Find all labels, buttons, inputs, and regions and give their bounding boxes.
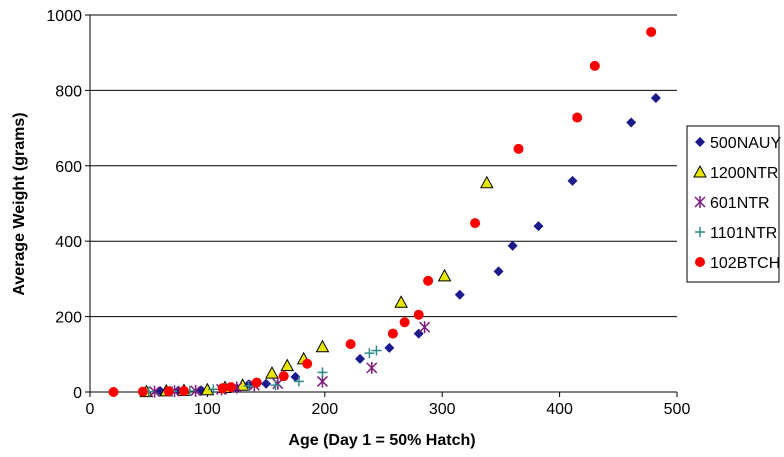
data-point bbox=[261, 378, 272, 389]
y-tick-label: 200 bbox=[55, 310, 82, 327]
legend-marker-500NAUY bbox=[695, 137, 705, 147]
data-point bbox=[533, 221, 544, 232]
legend-marker-1101NTR bbox=[695, 227, 705, 237]
data-point bbox=[137, 386, 148, 397]
data-point bbox=[364, 348, 375, 359]
series-102BTCH bbox=[108, 26, 657, 397]
data-point bbox=[345, 339, 356, 350]
data-point bbox=[163, 386, 174, 397]
legend-label: 601NTR bbox=[710, 195, 770, 212]
data-point bbox=[567, 175, 578, 186]
legend-marker-601NTR bbox=[694, 196, 706, 208]
data-point bbox=[479, 175, 494, 189]
x-tick-label: 200 bbox=[311, 401, 338, 418]
data-point bbox=[317, 367, 328, 378]
legend-marker-1200NTR bbox=[693, 164, 707, 178]
data-point bbox=[149, 385, 161, 398]
y-tick-label: 600 bbox=[55, 159, 82, 176]
data-point bbox=[265, 366, 279, 379]
data-point bbox=[217, 383, 228, 394]
data-points bbox=[108, 26, 661, 398]
data-point bbox=[355, 353, 366, 364]
plot-area bbox=[89, 15, 677, 393]
data-point bbox=[316, 375, 328, 388]
data-point bbox=[366, 361, 378, 374]
data-point bbox=[399, 317, 410, 328]
legend-marker-102BTCH bbox=[695, 257, 705, 267]
data-point bbox=[626, 117, 637, 128]
data-point bbox=[394, 295, 408, 308]
data-point bbox=[589, 60, 600, 71]
data-point bbox=[493, 266, 504, 277]
y-tick-label: 400 bbox=[55, 234, 82, 251]
legend: 500NAUY 1200NTR 601NTR 1101NTR 102BTCH bbox=[686, 125, 781, 283]
legend-label: 1200NTR bbox=[710, 165, 778, 182]
data-point bbox=[507, 240, 518, 251]
data-point bbox=[278, 371, 289, 382]
data-point bbox=[208, 384, 219, 395]
data-point bbox=[646, 26, 657, 37]
data-point bbox=[419, 321, 431, 334]
data-point bbox=[454, 289, 465, 300]
legend-label: 1101NTR bbox=[710, 225, 777, 242]
legend-label: 500NAUY bbox=[710, 135, 781, 152]
data-point bbox=[315, 339, 330, 353]
data-point bbox=[513, 143, 524, 154]
data-point bbox=[423, 275, 434, 286]
data-point bbox=[437, 268, 452, 282]
y-tick-label: 800 bbox=[55, 83, 82, 100]
x-tick-label: 100 bbox=[194, 401, 221, 418]
y-tick-label: 1000 bbox=[46, 8, 82, 25]
data-point bbox=[302, 358, 313, 369]
y-axis-title: Average Weight (grams) bbox=[11, 112, 28, 295]
x-tick-label: 500 bbox=[664, 401, 691, 418]
series-500NAUY bbox=[137, 92, 661, 397]
series-1200NTR bbox=[139, 175, 494, 398]
data-point bbox=[270, 380, 281, 391]
data-point bbox=[371, 345, 382, 356]
data-point bbox=[243, 380, 254, 391]
x-tick-label: 400 bbox=[546, 401, 573, 418]
data-point bbox=[293, 376, 304, 387]
x-tick-label: 300 bbox=[429, 401, 456, 418]
data-point bbox=[225, 382, 236, 393]
data-point bbox=[572, 112, 583, 123]
data-point bbox=[290, 371, 301, 382]
legend-label: 102BTCH bbox=[710, 255, 780, 272]
gridlines bbox=[90, 14, 677, 393]
data-point bbox=[190, 384, 202, 397]
data-point bbox=[178, 385, 189, 396]
series-601NTR bbox=[149, 321, 431, 398]
data-point bbox=[387, 328, 398, 339]
data-point bbox=[384, 342, 395, 353]
data-point bbox=[108, 387, 119, 397]
data-point bbox=[251, 377, 262, 388]
data-point bbox=[280, 358, 295, 372]
y-tick-label: 0 bbox=[73, 385, 82, 402]
data-point bbox=[650, 92, 661, 103]
x-axis-title: Age (Day 1 = 50% Hatch) bbox=[288, 432, 475, 449]
data-point bbox=[470, 218, 481, 229]
x-tick-label: 0 bbox=[86, 401, 95, 418]
axis-ticks: 0 200 400 600 800 1000 0 100 200 300 400 500 bbox=[46, 8, 690, 418]
data-point bbox=[413, 309, 424, 320]
